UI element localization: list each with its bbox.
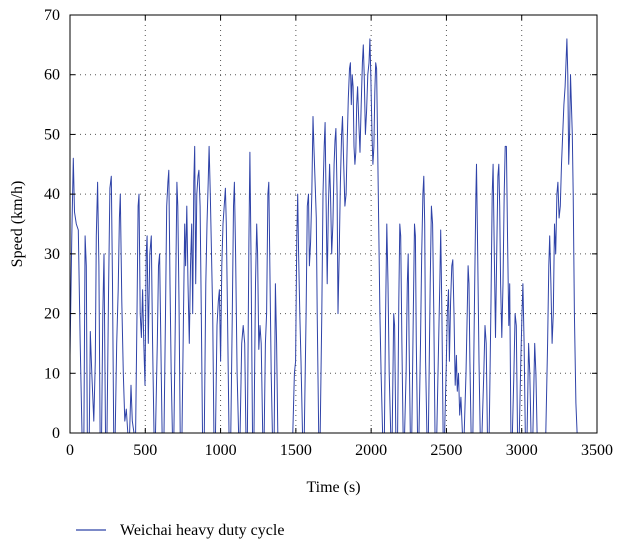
x-tick-label: 1000 (205, 442, 237, 459)
legend-series-label: Weichai heavy duty cycle (120, 522, 284, 539)
y-axis-label: Speed (km/h) (9, 181, 26, 268)
y-tick-label: 0 (52, 425, 60, 442)
x-tick-label: 3500 (581, 442, 613, 459)
x-tick-label: 2500 (430, 442, 462, 459)
axis-ticks: 0 500 1000 1500 2000 2500 3000 3500 0 10 20 30 40 50 6… (44, 7, 613, 459)
y-tick-label: 70 (44, 7, 60, 24)
y-tick-label: 10 (44, 365, 60, 382)
series-line (69, 38, 578, 434)
y-tick-label: 50 (44, 126, 60, 143)
x-tick-label: 500 (133, 442, 157, 459)
y-tick-label: 40 (44, 186, 60, 203)
x-tick-label: 2000 (355, 442, 387, 459)
series-layer (69, 38, 578, 434)
x-tick-label: 0 (66, 442, 74, 459)
x-tick-label: 3000 (506, 442, 538, 459)
y-tick-label: 20 (44, 306, 60, 323)
legend: Weichai heavy duty cycle (76, 522, 284, 539)
y-tick-label: 30 (44, 246, 60, 263)
x-tick-label: 1500 (280, 442, 312, 459)
y-tick-label: 60 (44, 67, 60, 84)
plot-area-frame (69, 14, 598, 434)
x-axis-label: Time (s) (306, 479, 360, 496)
